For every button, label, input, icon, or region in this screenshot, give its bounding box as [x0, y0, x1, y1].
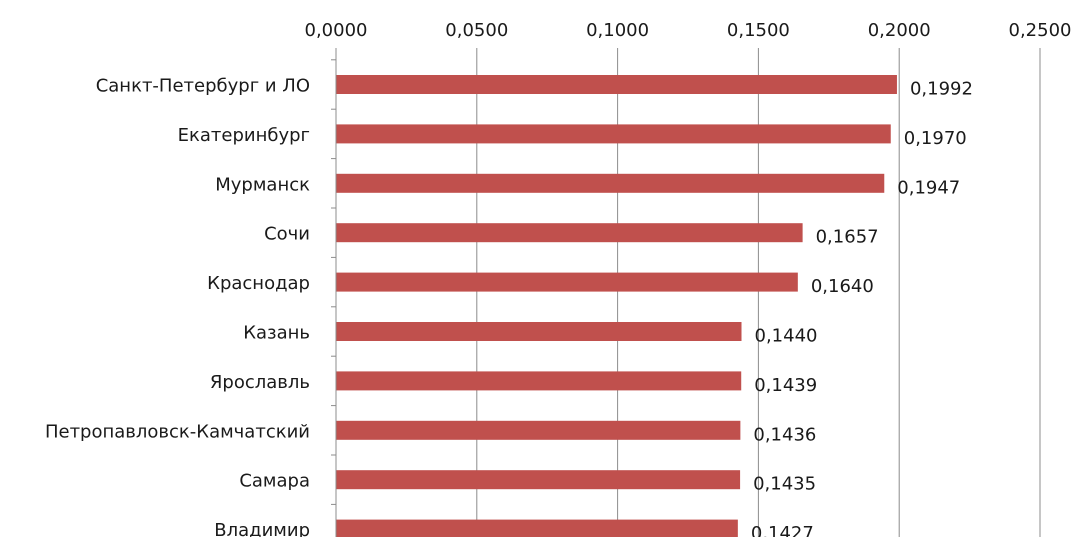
category-label: Владимир [214, 520, 310, 537]
x-tick-label: 0,2500 [1009, 20, 1072, 41]
data-label: 0,1440 [755, 326, 818, 347]
category-label: Екатеринбург [178, 125, 310, 146]
x-tick-label: 0,0000 [305, 20, 368, 41]
x-tick-label: 0,0500 [445, 20, 508, 41]
axes [331, 48, 337, 537]
bar [336, 75, 897, 94]
bars [336, 75, 897, 537]
gridlines [335, 48, 1041, 537]
bar [336, 371, 742, 391]
category-label: Ярославль [210, 372, 310, 393]
category-label: Самара [239, 471, 310, 492]
bar [336, 470, 741, 490]
data-label: 0,1992 [910, 79, 973, 100]
category-label: Петропавловск-Камчатский [45, 421, 310, 442]
bar [336, 322, 742, 341]
category-label: Мурманск [215, 174, 310, 195]
data-label: 0,1947 [897, 177, 960, 198]
data-label: 0,1427 [751, 523, 814, 537]
data-label: 0,1657 [816, 227, 879, 248]
bar [336, 519, 738, 537]
data-labels: 0,1992 0,1970 0,1947 0,1657 0,1640 0,1440 0,14… [751, 79, 973, 537]
category-label: Краснодар [207, 273, 310, 294]
data-label: 0,1970 [904, 128, 967, 149]
bar [336, 173, 885, 193]
category-label: Казань [243, 323, 310, 344]
data-label: 0,1439 [754, 375, 817, 396]
bar [336, 272, 798, 292]
bar [336, 124, 891, 144]
x-tick-label: 0,2000 [868, 20, 931, 41]
category-label: Сочи [264, 224, 310, 245]
bar [336, 223, 803, 243]
data-label: 0,1436 [753, 424, 816, 445]
category-labels: Санкт-Петербург и ЛО Екатеринбург Мурманск… [45, 76, 310, 537]
data-label: 0,1435 [753, 474, 816, 495]
x-tick-label: 0,1000 [586, 20, 649, 41]
bar [336, 420, 741, 440]
x-tick-label: 0,1500 [727, 20, 790, 41]
x-tick-labels: 0,0000 0,0500 0,1000 0,1500 0,2000 0,2500 [305, 20, 1072, 41]
category-label: Санкт-Петербург и ЛО [96, 76, 310, 97]
data-label: 0,1640 [811, 276, 874, 297]
